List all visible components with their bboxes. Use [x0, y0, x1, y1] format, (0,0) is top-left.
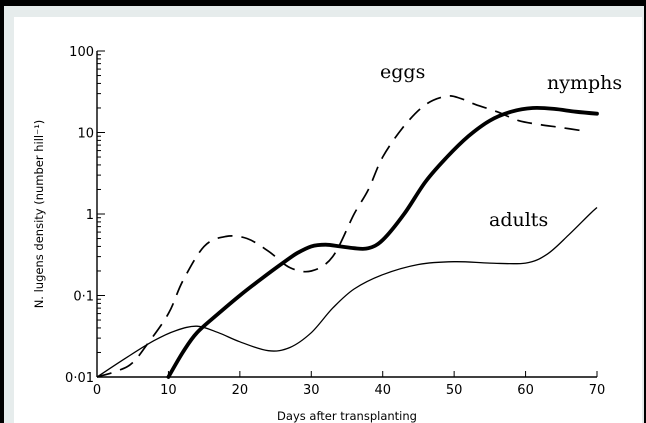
series-layer	[96, 95, 599, 379]
x-tick-label: 60	[517, 383, 534, 398]
chart-canvas: 0 10 20 30 40 50 60 70 0·01 0·1 1 10 100 eggs nymphs…	[14, 17, 642, 423]
series-line-nymphs	[166, 105, 599, 379]
series-line-adults	[96, 207, 598, 378]
x-tick-label: 10	[160, 383, 177, 398]
series-line-eggs	[96, 95, 583, 378]
x-axis-ticks: 0 10 20 30 40 50 60 70	[93, 371, 605, 398]
series-label-eggs: eggs	[380, 61, 425, 83]
y-tick-label: 0·01	[65, 371, 94, 386]
y-axis-ticks: 0·01 0·1 1 10 100	[65, 45, 105, 386]
x-tick-label: 0	[93, 383, 101, 398]
y-axis-title: N. lugens density (number hill⁻¹)	[32, 120, 46, 309]
x-tick-label: 30	[303, 383, 320, 398]
y-tick-label: 100	[69, 45, 94, 60]
x-tick-label: 40	[374, 383, 391, 398]
x-tick-label: 70	[589, 383, 606, 398]
series-label-nymphs: nymphs	[547, 72, 622, 94]
x-axis-title: Days after transplanting	[277, 409, 417, 423]
series-label-adults: adults	[489, 209, 548, 231]
x-tick-label: 20	[232, 383, 249, 398]
series-labels: eggs nymphs adults	[380, 61, 622, 231]
x-tick-label: 50	[446, 383, 463, 398]
line-chart: 0 10 20 30 40 50 60 70 0·01 0·1 1 10 100 eggs nymphs…	[32, 45, 622, 423]
y-tick-label: 1	[86, 208, 94, 223]
y-tick-label: 10	[77, 127, 94, 142]
y-tick-label: 0·1	[73, 290, 94, 305]
